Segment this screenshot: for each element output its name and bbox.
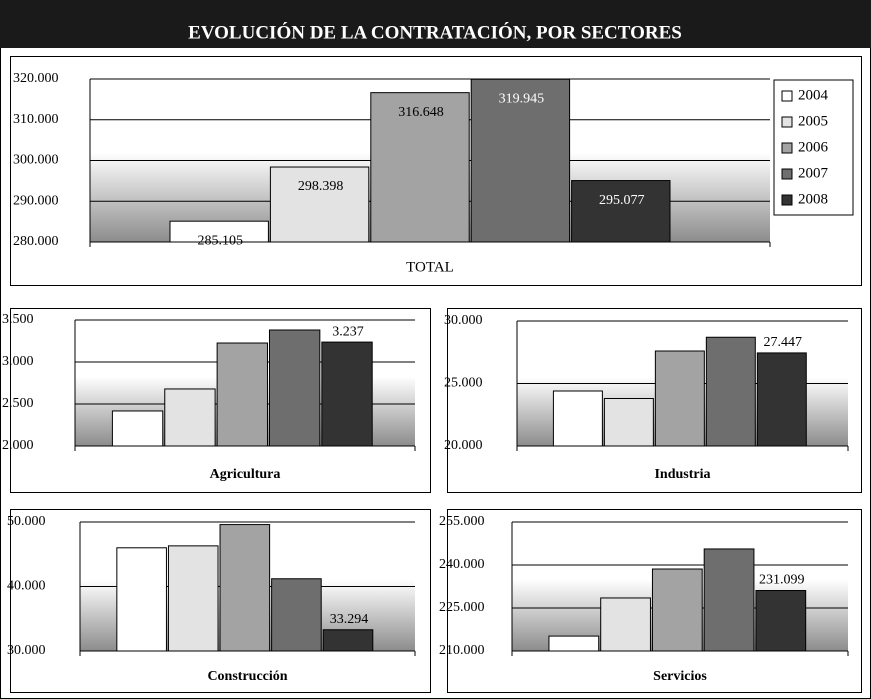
y-tick-label: 290.000 <box>13 193 59 208</box>
bar <box>703 548 755 652</box>
bar <box>552 390 603 447</box>
bar <box>322 629 374 652</box>
bar <box>164 388 216 447</box>
y-tick-label: 25.000 <box>444 376 483 391</box>
y-tick-label: 255.000 <box>439 514 485 529</box>
legend-label: 2004 <box>798 87 829 103</box>
value-label: 298.398 <box>298 179 344 194</box>
category-label: Industria <box>654 467 710 482</box>
legend-swatch <box>781 90 793 102</box>
bar <box>268 329 321 447</box>
value-label: 27.447 <box>764 335 803 350</box>
bar <box>600 597 651 652</box>
value-label: 295.077 <box>599 193 645 208</box>
value-label: 285.105 <box>197 233 243 248</box>
bar <box>370 92 470 243</box>
bar <box>216 342 268 447</box>
y-tick-label: 280.000 <box>13 234 59 249</box>
y-tick-label: 30.000 <box>444 313 483 328</box>
bar <box>116 547 167 652</box>
header <box>0 0 871 48</box>
y-tick-label: 3.000 <box>2 354 34 369</box>
bar <box>756 352 807 447</box>
category-label: TOTAL <box>406 259 454 275</box>
legend-label: 2005 <box>798 113 828 129</box>
legend-swatch <box>781 116 793 128</box>
y-tick-label: 225.000 <box>439 600 485 615</box>
bar <box>705 336 756 447</box>
bar <box>111 410 164 447</box>
category-label: Construcción <box>207 669 287 684</box>
y-tick-label: 2.000 <box>2 438 34 453</box>
bar <box>470 78 571 243</box>
legend-label: 2008 <box>798 191 828 207</box>
y-tick-label: 40.000 <box>7 579 46 594</box>
y-tick-label: 30.000 <box>7 643 46 658</box>
bar <box>571 180 671 243</box>
value-label: 231.099 <box>759 573 805 588</box>
y-tick-label: 3.500 <box>2 312 34 327</box>
bar <box>603 398 654 447</box>
bar <box>654 350 705 447</box>
y-tick-label: 310.000 <box>13 112 59 127</box>
bar <box>167 545 219 652</box>
bar <box>269 166 370 243</box>
value-label: 319.945 <box>499 91 545 106</box>
bar <box>548 635 600 652</box>
page-title: EVOLUCIÓN DE LA CONTRATACIÓN, POR SECTOR… <box>188 21 682 43</box>
bar <box>271 578 322 652</box>
y-tick-label: 20.000 <box>444 438 483 453</box>
bar <box>321 341 373 447</box>
y-tick-label: 210.000 <box>439 643 485 658</box>
legend-label: 2006 <box>798 139 829 155</box>
bar <box>219 524 271 652</box>
legend-swatch <box>781 194 793 206</box>
category-label: Agricultura <box>210 467 281 482</box>
legend-label: 2007 <box>798 165 829 181</box>
y-tick-label: 2.500 <box>2 396 34 411</box>
category-label: Servicios <box>653 669 707 684</box>
y-tick-label: 50.000 <box>7 514 46 529</box>
bar <box>755 590 807 652</box>
y-tick-label: 240.000 <box>439 557 485 572</box>
value-label: 316.648 <box>398 105 444 120</box>
legend-swatch <box>781 168 793 180</box>
legend-swatch <box>781 142 793 154</box>
y-tick-label: 300.000 <box>13 153 59 168</box>
value-label: 33.294 <box>330 612 369 627</box>
value-label: 3.237 <box>332 324 364 339</box>
y-tick-label: 320.000 <box>13 71 59 86</box>
bar <box>651 568 703 652</box>
